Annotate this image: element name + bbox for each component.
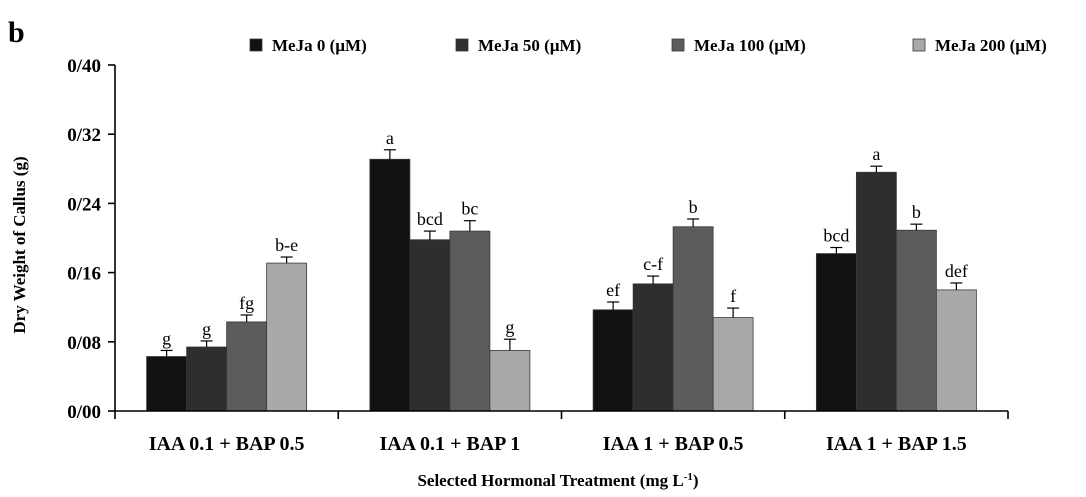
bar [672, 226, 714, 412]
significance-label: def [945, 261, 968, 281]
significance-label: b-e [275, 235, 298, 255]
legend-label: MeJa 50 (µM) [478, 36, 581, 55]
y-tick-label: 0/08 [67, 333, 101, 354]
bar [186, 346, 228, 412]
bar [369, 158, 411, 412]
significance-label: f [730, 286, 736, 306]
bar [712, 317, 754, 412]
x-tick-label: IAA 1 + BAP 1.5 [826, 433, 967, 455]
legend-swatch [249, 38, 263, 52]
bar [449, 230, 491, 412]
significance-label: g [162, 328, 171, 348]
significance-label: g [505, 317, 514, 337]
significance-label: b [912, 202, 921, 222]
x-axis-label: Selected Hormonal Treatment (mg L-1) [417, 471, 698, 490]
legend-swatch [455, 38, 469, 52]
significance-label: bcd [417, 209, 443, 229]
panel-label: b [8, 16, 25, 49]
y-tick-label: 0/40 [67, 56, 101, 77]
x-axis-label-superscript: -1 [684, 471, 693, 483]
bar [632, 283, 674, 412]
x-tick-label: IAA 1 + BAP 0.5 [603, 433, 744, 455]
y-tick-label: 0/00 [67, 402, 101, 423]
y-tick-label: 0/32 [67, 125, 101, 146]
legend: MeJa 0 (µM) MeJa 50 (µM) MeJa 100 (µM) MeJa… [249, 36, 1047, 55]
bar [895, 229, 937, 412]
bar [815, 253, 857, 412]
bar [935, 289, 977, 412]
bar [855, 171, 897, 412]
significance-label: bcd [823, 226, 849, 246]
x-tick-label: IAA 0.1 + BAP 0.5 [149, 433, 305, 455]
x-axis-label-suffix: ) [693, 471, 699, 490]
x-axis-ticks: IAA 0.1 + BAP 0.5 IAA 0.1 + BAP 1 IAA 1 + … [114, 411, 1009, 455]
legend-label: MeJa 100 (µM) [694, 36, 806, 55]
x-axis-label-main: Selected Hormonal Treatment (mg L [417, 471, 683, 490]
significance-label: c-f [643, 254, 663, 274]
legend-label: MeJa 200 (µM) [935, 36, 1047, 55]
legend-swatch [912, 38, 926, 52]
significance-label: bc [461, 199, 478, 219]
significance-label: ef [606, 280, 620, 300]
y-tick-label: 0/16 [67, 264, 101, 285]
legend-label: MeJa 0 (µM) [272, 36, 367, 55]
y-tick-label: 0/24 [67, 194, 101, 215]
significance-label: fg [239, 293, 254, 313]
y-axis-label: Dry Weight of Callus (g) [10, 156, 29, 333]
significance-label: a [386, 128, 394, 148]
significance-label: b [689, 197, 698, 217]
y-axis-ticks: 0/00 0/08 0/16 0/24 0/32 0/40 [67, 56, 115, 423]
bar [146, 356, 188, 412]
legend-swatch [671, 38, 685, 52]
significance-label: a [872, 144, 880, 164]
bar [409, 239, 451, 412]
x-tick-label: IAA 0.1 + BAP 1 [379, 433, 520, 455]
bar [266, 262, 308, 412]
bar [489, 350, 531, 412]
bar [592, 309, 634, 412]
significance-label: g [202, 319, 211, 339]
bar [226, 321, 268, 412]
